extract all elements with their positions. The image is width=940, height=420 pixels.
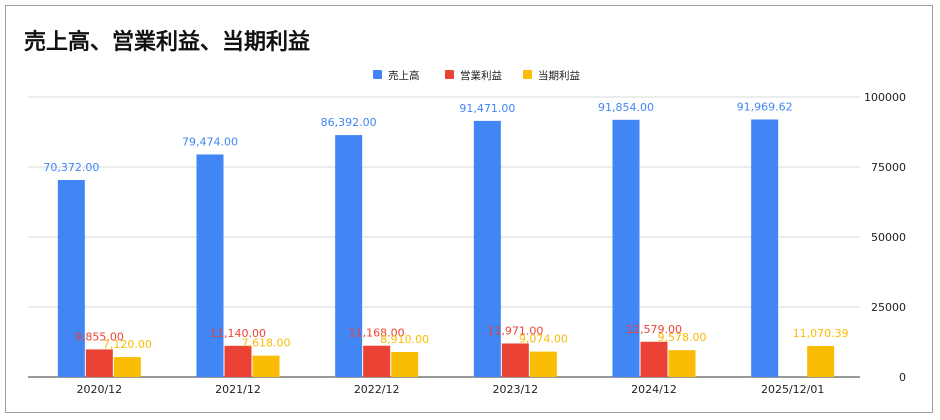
data-label: 91,854.00 bbox=[598, 101, 654, 114]
chart-title: 売上高、営業利益、当期利益 bbox=[24, 30, 311, 55]
x-axis: 2020/12 2021/12 2022/12 2023/12 2024/12 2025/… bbox=[76, 383, 824, 396]
legend: 売上高 営業利益 当期利益 bbox=[373, 69, 580, 82]
bar bbox=[252, 355, 280, 377]
bar bbox=[85, 349, 113, 377]
bar bbox=[335, 135, 363, 377]
bar bbox=[363, 345, 391, 377]
data-label: 91,471.00 bbox=[459, 102, 515, 115]
bar bbox=[196, 154, 224, 377]
data-label: 9,578.00 bbox=[658, 331, 707, 344]
data-label: 70,372.00 bbox=[43, 161, 99, 174]
data-label: 86,392.00 bbox=[321, 116, 377, 129]
x-tick-label: 2024/12 bbox=[631, 383, 677, 396]
x-tick-label: 2023/12 bbox=[492, 383, 538, 396]
legend-swatch bbox=[373, 70, 382, 79]
bar bbox=[529, 351, 557, 377]
data-label: 11,070.39 bbox=[793, 327, 849, 340]
x-tick-label: 2022/12 bbox=[354, 383, 400, 396]
data-label: 11,971.00 bbox=[487, 324, 543, 337]
bar bbox=[113, 357, 141, 377]
data-label: 91,969.62 bbox=[737, 100, 793, 113]
data-label: 79,474.00 bbox=[182, 135, 238, 148]
legend-label: 売上高 bbox=[388, 69, 420, 82]
y-tick-label: 0 bbox=[899, 371, 906, 384]
bar bbox=[57, 179, 85, 377]
data-label: 7,120.00 bbox=[103, 338, 152, 351]
chart-frame bbox=[5, 5, 933, 413]
legend-swatch bbox=[445, 70, 454, 79]
bar bbox=[751, 119, 779, 378]
bar bbox=[224, 345, 252, 377]
y-tick-label: 50000 bbox=[871, 231, 906, 244]
gridlines bbox=[28, 96, 860, 378]
bar bbox=[612, 119, 640, 377]
bar bbox=[668, 350, 696, 377]
data-label: 11,168.00 bbox=[349, 327, 405, 340]
data-label: 8,910.00 bbox=[380, 333, 429, 346]
legend-label: 当期利益 bbox=[538, 69, 580, 82]
data-labels: 70,372.00 9,855.007,120.00 79,474.00 11,140… bbox=[43, 100, 848, 351]
data-label: 12,579.00 bbox=[626, 323, 682, 336]
x-tick-label: 2020/12 bbox=[76, 383, 122, 396]
y-tick-label: 25000 bbox=[871, 301, 906, 314]
x-tick-label: 2025/12/01 bbox=[761, 383, 824, 396]
data-label: 7,618.00 bbox=[242, 337, 291, 350]
bars bbox=[57, 119, 835, 378]
y-axis: 0 25000 50000 75000 100000 bbox=[864, 91, 906, 384]
bar bbox=[640, 341, 668, 377]
legend-swatch bbox=[523, 70, 532, 79]
data-label: 11,140.00 bbox=[210, 327, 266, 340]
x-tick-label: 2021/12 bbox=[215, 383, 261, 396]
bar bbox=[807, 346, 835, 377]
bar bbox=[501, 343, 529, 377]
data-label: 9,074.00 bbox=[519, 333, 568, 346]
y-tick-label: 100000 bbox=[864, 91, 906, 104]
legend-label: 営業利益 bbox=[460, 69, 502, 82]
data-label: 9,855.00 bbox=[75, 330, 124, 343]
y-tick-label: 75000 bbox=[871, 161, 906, 174]
bar bbox=[391, 352, 419, 377]
bar bbox=[473, 120, 501, 378]
